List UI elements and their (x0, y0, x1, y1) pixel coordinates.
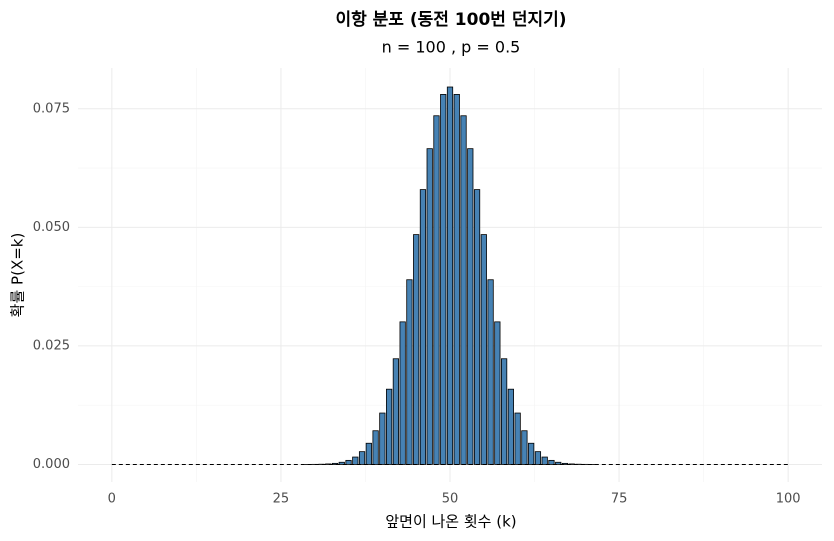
bar (419, 189, 427, 465)
x-tick-label: 50 (442, 492, 459, 507)
bar (548, 459, 555, 465)
bar (501, 358, 508, 465)
bar (406, 279, 413, 465)
bar (467, 148, 474, 465)
bar (534, 451, 542, 465)
bar (352, 456, 359, 465)
bar (386, 388, 393, 465)
bar (494, 321, 501, 465)
bar (473, 189, 481, 465)
bar (372, 430, 379, 465)
bar (561, 462, 569, 465)
bar (528, 442, 535, 465)
bar (480, 234, 487, 465)
bar (392, 358, 399, 465)
y-tick-label: 0.075 (33, 101, 70, 116)
x-axis-label: 앞면이 나온 횟수 (k) (385, 513, 516, 531)
y-axis-label: 확률 P(X=k) (9, 233, 27, 318)
bar (413, 234, 420, 465)
bar (453, 94, 460, 465)
bar (433, 115, 440, 465)
bar (541, 456, 548, 465)
bar (426, 148, 433, 465)
x-tick-label: 100 (776, 492, 801, 507)
y-tick-label: 0.000 (33, 457, 70, 472)
bar (358, 451, 366, 465)
x-tick-label: 0 (108, 492, 116, 507)
bar (487, 279, 494, 465)
bar (514, 412, 521, 465)
bar (440, 94, 447, 465)
bar (399, 321, 406, 465)
bar (365, 442, 372, 465)
x-tick-label: 25 (273, 492, 290, 507)
bar (331, 462, 339, 465)
bar (345, 459, 352, 465)
chart-subtitle: n = 100 , p = 0.5 (382, 38, 521, 57)
bar (507, 388, 514, 465)
bar (338, 461, 345, 465)
x-tick-label: 75 (611, 492, 628, 507)
bar (521, 430, 528, 465)
chart-title: 이항 분포 (동전 100번 던지기) (335, 9, 566, 30)
bar (555, 461, 562, 465)
bar (379, 412, 386, 465)
y-tick-label: 0.025 (33, 338, 70, 353)
y-tick-label: 0.050 (33, 220, 70, 235)
bar (446, 86, 454, 465)
bar (460, 115, 467, 465)
